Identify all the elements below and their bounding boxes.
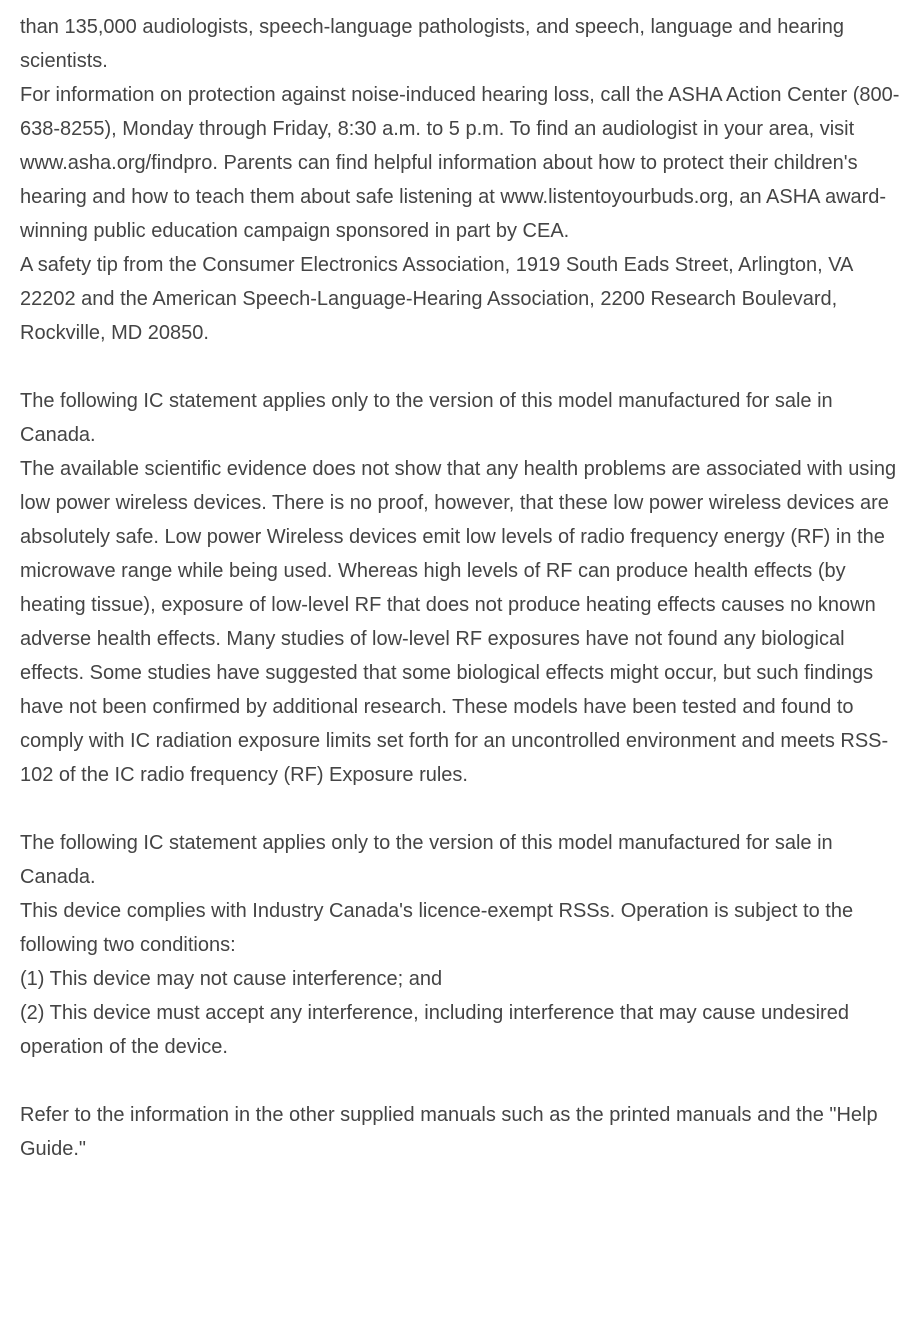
document-body: than 135,000 audiologists, speech-langua… — [20, 10, 901, 1166]
paragraph-safety-tip: A safety tip from the Consumer Electroni… — [20, 248, 901, 350]
paragraph-asha-info: For information on protection against no… — [20, 78, 901, 248]
paragraph-refer-manuals: Refer to the information in the other su… — [20, 1098, 901, 1166]
paragraph-condition-1: (1) This device may not cause interferen… — [20, 962, 901, 996]
paragraph-asha-members: than 135,000 audiologists, speech-langua… — [20, 10, 901, 78]
paragraph-gap — [20, 1064, 901, 1098]
paragraph-gap — [20, 350, 901, 384]
paragraph-ic-statement-2-intro: The following IC statement applies only … — [20, 826, 901, 894]
paragraph-ic-statement-2-body: This device complies with Industry Canad… — [20, 894, 901, 962]
paragraph-condition-2: (2) This device must accept any interfer… — [20, 996, 901, 1064]
paragraph-ic-statement-1-intro: The following IC statement applies only … — [20, 384, 901, 452]
paragraph-gap — [20, 792, 901, 826]
paragraph-ic-statement-1-body: The available scientific evidence does n… — [20, 452, 901, 792]
